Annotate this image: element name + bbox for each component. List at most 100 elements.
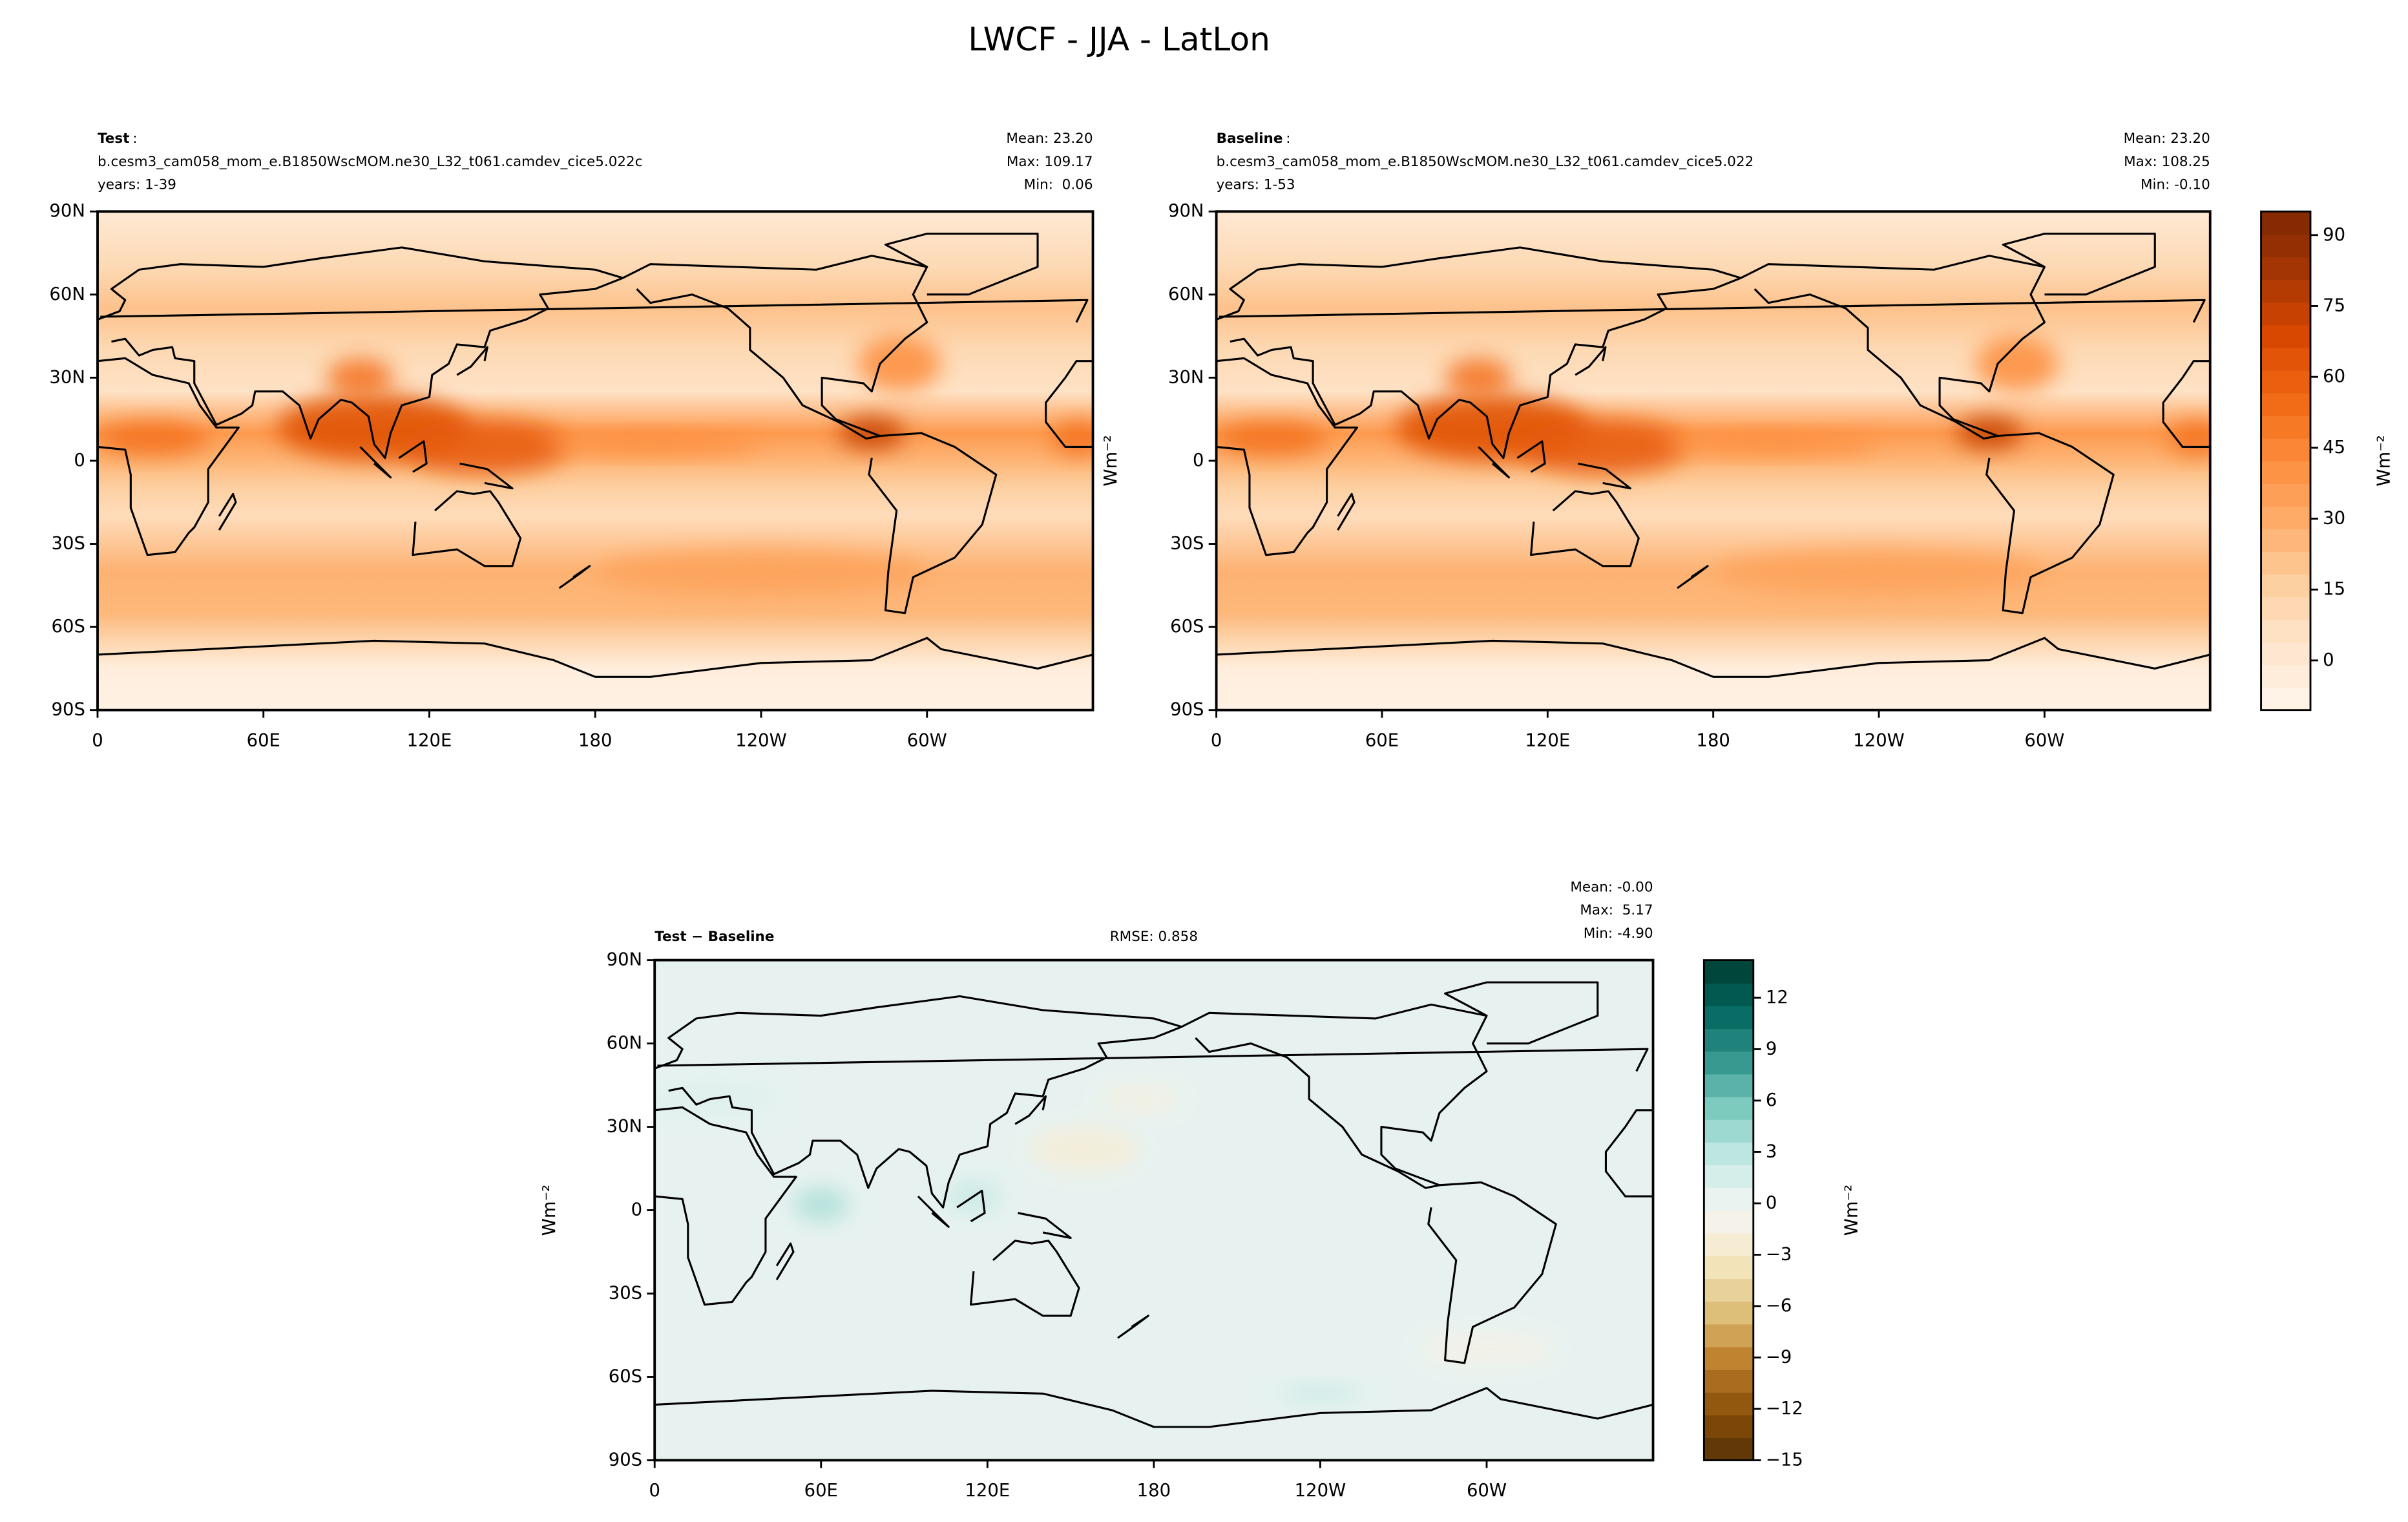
- coastline: [398, 440, 428, 473]
- panel-name-bold: Test: [98, 131, 129, 147]
- coastline: [622, 255, 928, 440]
- x-tick-label: 0: [649, 1481, 660, 1501]
- coastline: [1216, 637, 2210, 678]
- coastline: [459, 462, 514, 490]
- colorbar: −15 −12 −9 −6 −3 0 3 6 9 12 Wm⁻²: [1702, 959, 1862, 1470]
- stat: Mean: 23.20: [2124, 131, 2210, 147]
- field-blob: [1975, 336, 2058, 392]
- y-tick-label: 60N: [49, 284, 85, 304]
- panel-name: Test − Baseline: [654, 929, 774, 945]
- y-tick-label: 60N: [607, 1033, 642, 1053]
- field-blob: [793, 1188, 849, 1221]
- coastline: [100, 299, 1089, 323]
- colorbar-band: [2261, 687, 2311, 711]
- colorbar-band: [1704, 1119, 1754, 1143]
- field-blob: [1713, 549, 2045, 594]
- coastline: [868, 432, 998, 615]
- colorbar-band: [1704, 1005, 1754, 1030]
- colorbar-tick-label: 9: [1766, 1039, 1777, 1059]
- colorbar-band: [1704, 1187, 1754, 1211]
- colorbar-tick-label: 15: [2323, 579, 2345, 599]
- map-panel: 0 60E 120E 180 120W 60W 90S 60S 30S 0 30N 60N 90N Wm⁻…: [1101, 131, 2212, 750]
- x-tick-label: 60W: [2024, 730, 2064, 750]
- stat: Max: 109.17: [1007, 154, 1093, 170]
- x-tick-label: 120E: [1525, 730, 1570, 750]
- coastline: [1516, 440, 1546, 473]
- field-blob: [1520, 419, 1686, 475]
- colorbar-tick-label: −9: [1766, 1347, 1792, 1367]
- coastline: [1337, 492, 1356, 531]
- colorbar-band: [1704, 1391, 1754, 1416]
- colorbar-band: [1704, 1210, 1754, 1234]
- y-tick-label: 30S: [609, 1284, 642, 1304]
- colorbar-band: [2261, 664, 2311, 688]
- coastline: [359, 446, 392, 479]
- coastline: [1478, 446, 1511, 479]
- colorbar-label: Wm⁻²: [1842, 1185, 1862, 1236]
- coastline: [97, 357, 240, 556]
- colorbar-band: [1704, 1165, 1754, 1189]
- x-tick-label: 180: [1137, 1481, 1171, 1501]
- panel-name: Test:: [98, 131, 137, 147]
- coastline: [456, 346, 488, 376]
- coastline: [1045, 360, 1093, 449]
- coastline: [1018, 1212, 1072, 1240]
- coastline: [97, 246, 624, 460]
- figure-title: LWCF - JJA - LatLon: [968, 20, 1270, 58]
- x-tick-label: 60E: [804, 1481, 838, 1501]
- coastline: [1444, 981, 1599, 1045]
- colorbar-label: Wm⁻²: [2374, 435, 2394, 486]
- x-tick-label: 60W: [907, 730, 947, 750]
- x-tick-label: 180: [1696, 730, 1730, 750]
- colorbar-tick-label: 12: [1766, 988, 1788, 1008]
- colorbar-band: [2261, 506, 2311, 530]
- y-tick-label: 0: [1193, 450, 1204, 470]
- colorbar-band: [1704, 960, 1754, 984]
- colorbar-band: [2261, 460, 2311, 484]
- field: [654, 960, 1653, 1461]
- x-tick-label: 120E: [407, 730, 452, 750]
- coastline: [1575, 346, 1607, 376]
- coastline: [1117, 1315, 1149, 1339]
- coastline: [917, 1195, 950, 1228]
- colorbar-tick-label: −6: [1766, 1296, 1792, 1316]
- colorbar-band: [1704, 1142, 1754, 1166]
- field-blob: [327, 358, 393, 397]
- y-tick-label: 30S: [52, 534, 85, 554]
- x-tick-label: 120W: [1853, 730, 1905, 750]
- y-tick-label: 60S: [52, 617, 85, 637]
- colorbar-frame: [2260, 210, 2312, 712]
- coastline: [412, 490, 522, 567]
- field-blob: [1445, 358, 1512, 397]
- coastline: [654, 1106, 797, 1306]
- colorbar-band: [1704, 1369, 1754, 1393]
- stat: Max: 108.25: [2124, 154, 2210, 170]
- colorbar-band: [2261, 642, 2311, 666]
- coastline: [1216, 246, 1742, 460]
- field-blob: [1029, 1126, 1140, 1172]
- coastline: [1014, 1095, 1047, 1125]
- stat: Mean: -0.00: [1570, 879, 1653, 895]
- field-blob: [595, 549, 927, 594]
- colorbar-tick-label: 75: [2323, 295, 2345, 315]
- y-tick-label: 30N: [49, 367, 85, 387]
- field-blob: [539, 433, 762, 456]
- colorbar-band: [2261, 483, 2311, 507]
- coastline: [1985, 432, 2115, 615]
- colorbar-tick-label: 6: [1766, 1090, 1777, 1110]
- field-blob: [1658, 433, 1879, 456]
- field-blob: [1279, 1385, 1362, 1402]
- y-tick-label: 90S: [609, 1450, 642, 1470]
- y-tick-label: 90S: [52, 700, 85, 720]
- coastline: [884, 233, 1039, 296]
- x-tick-label: 180: [578, 730, 612, 750]
- y-tick-label: 90N: [49, 201, 85, 221]
- rmse: RMSE: 0.858: [1110, 929, 1198, 945]
- coastline: [558, 565, 591, 589]
- colorbar-band: [1704, 1232, 1754, 1256]
- field-blob: [1216, 421, 1327, 456]
- x-tick-label: 120W: [735, 730, 787, 750]
- x-tick-label: 120E: [965, 1481, 1010, 1501]
